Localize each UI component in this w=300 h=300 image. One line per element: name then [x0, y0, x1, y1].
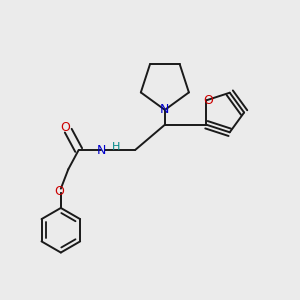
- Text: O: O: [60, 121, 70, 134]
- Text: N: N: [160, 103, 170, 116]
- Text: H: H: [112, 142, 120, 152]
- Text: O: O: [54, 185, 64, 198]
- Text: O: O: [203, 94, 213, 107]
- Text: N: N: [96, 143, 106, 157]
